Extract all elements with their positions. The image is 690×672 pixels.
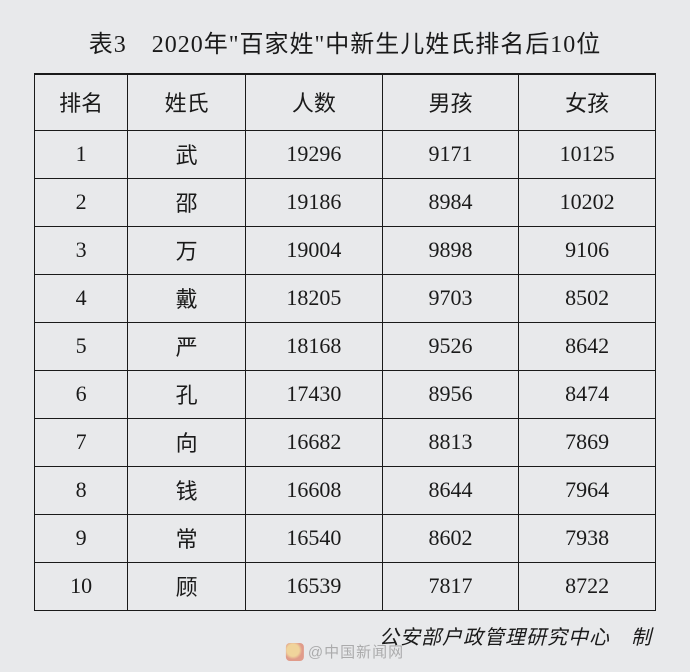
table-cell: 10	[35, 562, 128, 610]
table-cell: 6	[35, 370, 128, 418]
table-body: 1武192969171101252邵191868984102023万190049…	[35, 130, 656, 610]
table-row: 7向1668288137869	[35, 418, 656, 466]
table-cell: 8	[35, 466, 128, 514]
table-row: 6孔1743089568474	[35, 370, 656, 418]
table-row: 5严1816895268642	[35, 322, 656, 370]
table-cell: 18205	[246, 274, 383, 322]
table-cell: 19004	[246, 226, 383, 274]
table-cell: 常	[128, 514, 246, 562]
table-header-cell: 姓氏	[128, 74, 246, 130]
table-row: 2邵19186898410202	[35, 178, 656, 226]
table-cell: 19296	[246, 130, 383, 178]
table-cell: 向	[128, 418, 246, 466]
table-cell: 10125	[519, 130, 656, 178]
table-cell: 8502	[519, 274, 656, 322]
table-cell: 万	[128, 226, 246, 274]
table-cell: 16539	[246, 562, 383, 610]
table-header-cell: 人数	[246, 74, 383, 130]
table-cell: 17430	[246, 370, 383, 418]
table-cell: 戴	[128, 274, 246, 322]
table-cell: 武	[128, 130, 246, 178]
table-cell: 1	[35, 130, 128, 178]
table-cell: 3	[35, 226, 128, 274]
table-cell: 8474	[519, 370, 656, 418]
table-cell: 7	[35, 418, 128, 466]
table-cell: 9106	[519, 226, 656, 274]
table-cell: 9	[35, 514, 128, 562]
table-cell: 19186	[246, 178, 383, 226]
table-cell: 7964	[519, 466, 656, 514]
table-cell: 18168	[246, 322, 383, 370]
table-cell: 钱	[128, 466, 246, 514]
table-cell: 8984	[382, 178, 519, 226]
table-cell: 7938	[519, 514, 656, 562]
table-title: 表3 2020年"百家姓"中新生儿姓氏排名后10位	[34, 18, 656, 73]
table-cell: 9171	[382, 130, 519, 178]
page: 表3 2020年"百家姓"中新生儿姓氏排名后10位 排名 姓氏 人数 男孩 女孩…	[0, 0, 690, 650]
table-cell: 7869	[519, 418, 656, 466]
table-header-cell: 男孩	[382, 74, 519, 130]
table-cell: 孔	[128, 370, 246, 418]
table-row: 9常1654086027938	[35, 514, 656, 562]
table-cell: 16540	[246, 514, 383, 562]
table-cell: 8642	[519, 322, 656, 370]
table-cell: 9703	[382, 274, 519, 322]
table-cell: 7817	[382, 562, 519, 610]
table-cell: 8644	[382, 466, 519, 514]
table-header-cell: 排名	[35, 74, 128, 130]
table-cell: 5	[35, 322, 128, 370]
table-cell: 严	[128, 322, 246, 370]
weibo-icon	[286, 643, 304, 661]
table-cell: 邵	[128, 178, 246, 226]
table-cell: 10202	[519, 178, 656, 226]
table-cell: 8602	[382, 514, 519, 562]
table-cell: 8956	[382, 370, 519, 418]
table-cell: 16682	[246, 418, 383, 466]
table-cell: 16608	[246, 466, 383, 514]
table-cell: 2	[35, 178, 128, 226]
table-row: 8钱1660886447964	[35, 466, 656, 514]
watermark: @中国新闻网	[286, 641, 404, 662]
table-cell: 9526	[382, 322, 519, 370]
table-header-row: 排名 姓氏 人数 男孩 女孩	[35, 74, 656, 130]
table-cell: 4	[35, 274, 128, 322]
table-header-cell: 女孩	[519, 74, 656, 130]
table-row: 3万1900498989106	[35, 226, 656, 274]
surname-table: 排名 姓氏 人数 男孩 女孩 1武192969171101252邵1918689…	[34, 73, 656, 611]
table-row: 10顾1653978178722	[35, 562, 656, 610]
watermark-text: @中国新闻网	[308, 641, 404, 662]
table-cell: 8813	[382, 418, 519, 466]
table-cell: 顾	[128, 562, 246, 610]
table-row: 4戴1820597038502	[35, 274, 656, 322]
table-cell: 8722	[519, 562, 656, 610]
table-row: 1武19296917110125	[35, 130, 656, 178]
table-cell: 9898	[382, 226, 519, 274]
